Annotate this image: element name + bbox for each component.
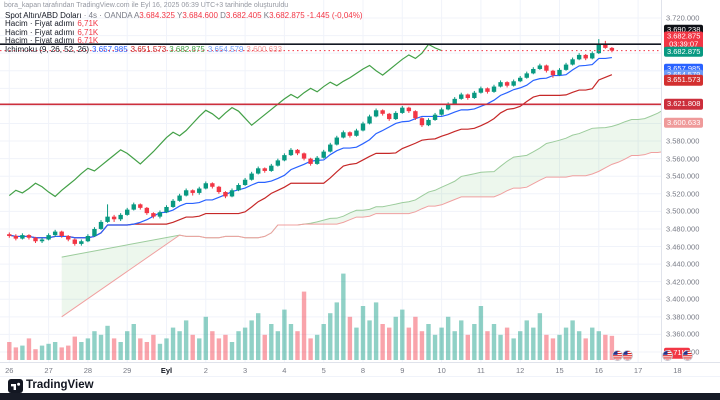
- price-axis[interactable]: 3.720.000 3.580.000 3.560.000 3.540.000 3.52…: [661, 0, 720, 362]
- economic-event-us-flag-icon[interactable]: [662, 348, 673, 366]
- price-tick-label: 3.560.000: [666, 154, 700, 164]
- price-tick-label: 3.580.000: [666, 136, 700, 146]
- price-tick-label: 3.720.000: [666, 13, 700, 23]
- time-tick-label: 28: [83, 366, 93, 375]
- time-tick-label: 10: [437, 366, 446, 375]
- tradingview-wordmark[interactable]: TradingView: [26, 379, 94, 391]
- price-tick-label: 3.380.000: [666, 312, 700, 322]
- symbol-legend-row[interactable]: Spot Altın/ABD Doları · 4s · OANDA A3.68…: [5, 11, 363, 20]
- time-tick-label: 18: [673, 366, 682, 375]
- time-tick-label: 2: [203, 366, 208, 375]
- price-tick-label: 3.420.000: [666, 277, 700, 287]
- volume-legend-row-1[interactable]: Hacim · Fiyat adımı 6,71K: [5, 19, 99, 29]
- lead1-label: 3.654.579: [664, 69, 704, 80]
- time-tick-label: 29: [123, 366, 132, 375]
- last-price-label: 3.682.875 03:39:07: [664, 31, 704, 51]
- price-tick-label: 3.500.000: [666, 206, 700, 216]
- lead2-label: 3.600.633: [664, 117, 704, 129]
- time-tick-label: 17: [633, 366, 643, 375]
- legend: Spot Altın/ABD Doları · 4s · OANDA A3.68…: [5, 11, 363, 54]
- time-tick-label: Eyl: [160, 366, 173, 375]
- red-line-label: 3.621.808: [664, 99, 704, 110]
- tradingview-logo-icon[interactable]: [8, 379, 23, 393]
- chart-canvas[interactable]: [0, 0, 661, 362]
- symbol-title[interactable]: Spot Altın/ABD Doları: [5, 11, 82, 20]
- price-tick-label: 3.360.000: [666, 329, 700, 339]
- time-tick-label: 8: [360, 366, 366, 375]
- time-tick-label: 5: [321, 366, 326, 375]
- price-tick-label: 3.460.000: [666, 242, 700, 252]
- time-tick-label: 3: [243, 366, 248, 375]
- volume-legend-row-2[interactable]: Hacim · Fiyat adımı 6,71K: [5, 27, 99, 37]
- lagging-span-label: 3.682.875: [664, 46, 704, 57]
- time-tick-label: 16: [594, 366, 603, 375]
- change-value: -1.445 (-0,04%): [306, 11, 363, 20]
- price-tick-label: 3.520.000: [666, 189, 700, 199]
- volume-axis-label: 6,71K: [664, 347, 690, 359]
- bottom-bar: [0, 393, 720, 400]
- economic-event-us-flag-icon[interactable]: [622, 348, 633, 366]
- time-axis[interactable]: 26 27 28 29 Eyl 2 3 4 5 8 9 10 11 12 15 16 17 18: [0, 362, 720, 377]
- price-tick-label: 3.540.000: [666, 171, 700, 181]
- time-tick-label: 26: [5, 366, 14, 375]
- time-tick-label: 27: [44, 366, 53, 375]
- time-tick-label: 9: [400, 366, 405, 375]
- time-tick-label: 12: [516, 366, 525, 375]
- footer: TradingView: [0, 376, 720, 394]
- conversion-line-label: 3.657.985: [664, 63, 704, 74]
- base-line-label: 3.651.573: [664, 74, 704, 86]
- black-line-label: 3.690.238: [664, 24, 704, 36]
- price-tick-label: 3.440.000: [666, 259, 700, 269]
- price-tick-label: 3.480.000: [666, 224, 700, 234]
- price-tick-label: 3.400.000: [666, 294, 700, 304]
- economic-event-us-flag-icon[interactable]: [682, 348, 693, 366]
- time-tick-label: 15: [555, 366, 564, 375]
- ichimoku-legend-row[interactable]: Ichimoku (9, 26, 52, 26) 3.657.985 3.651.5…: [5, 44, 283, 54]
- time-tick-label: 11: [476, 366, 485, 375]
- volume-legend-row-3[interactable]: Hacim · Fiyat adımı 6,71K: [5, 36, 99, 46]
- time-tick-label: 4: [282, 366, 287, 375]
- watermark-text: bora_kapan tarafından TradingView.com il…: [4, 2, 289, 9]
